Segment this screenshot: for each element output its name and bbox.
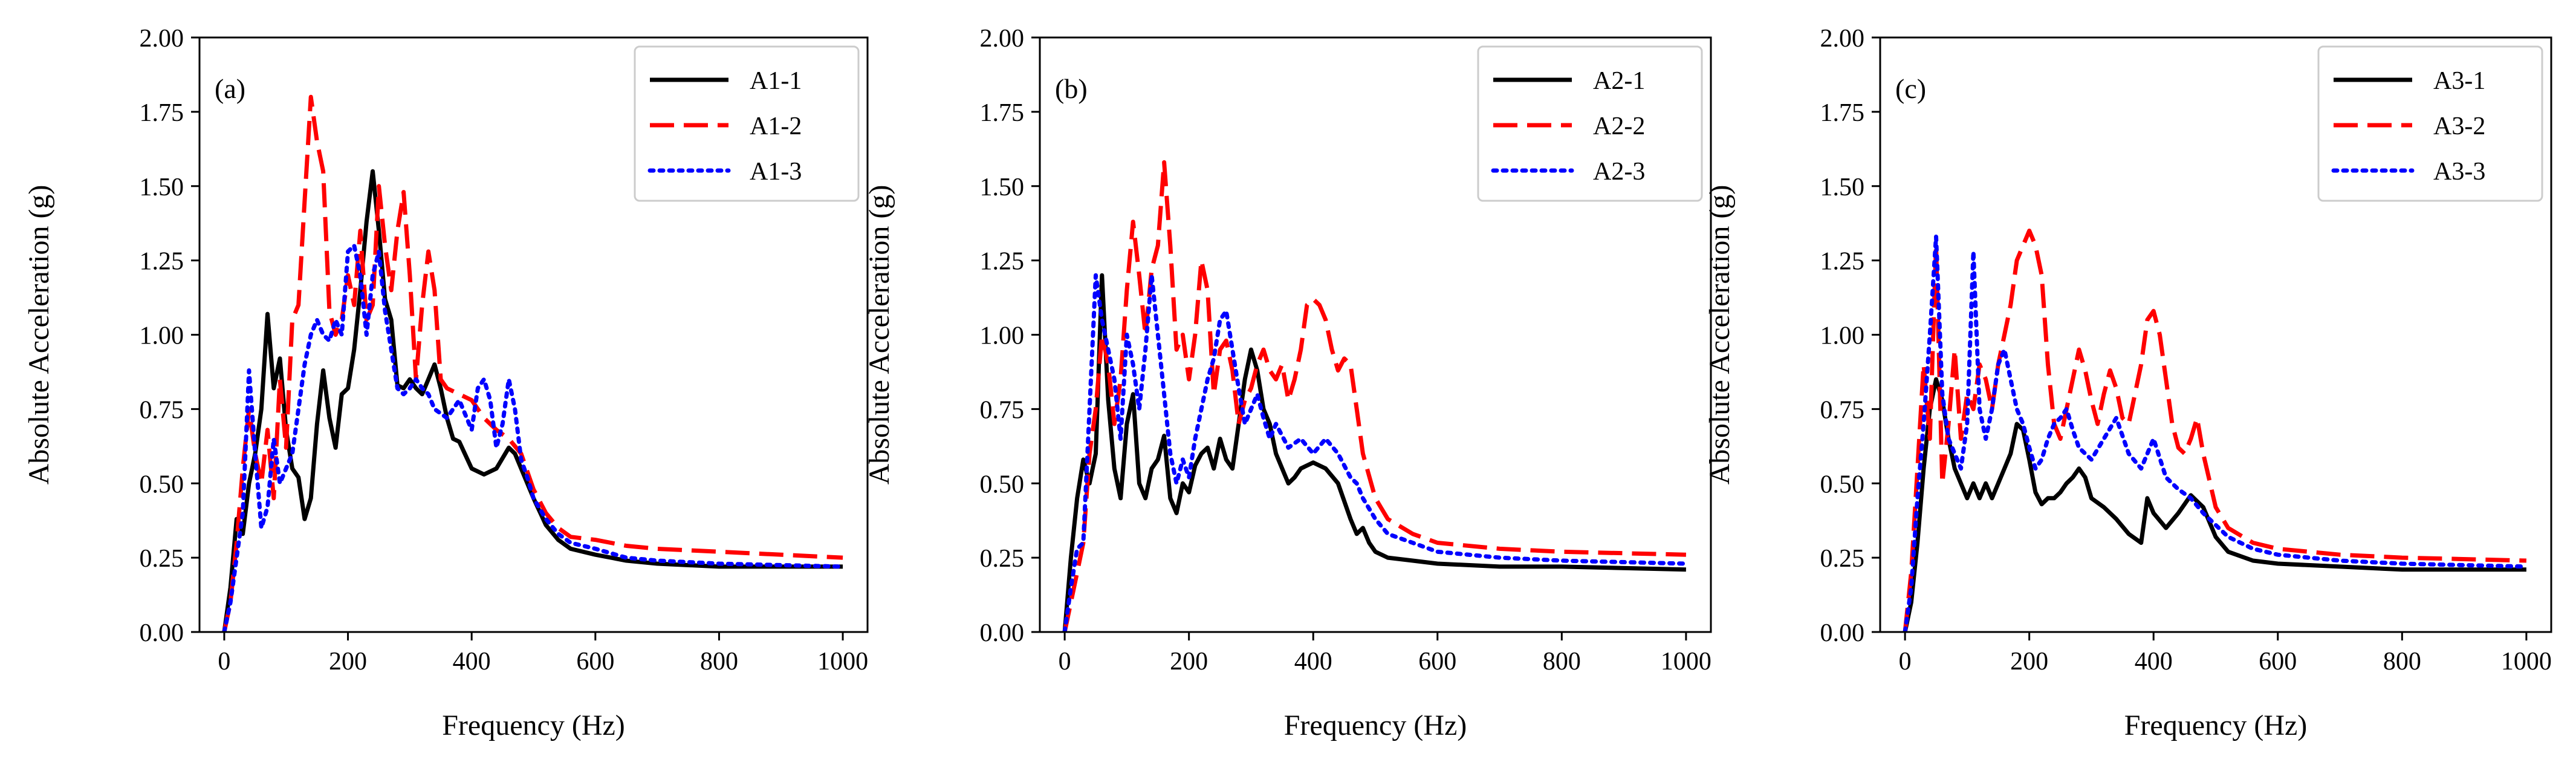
x-tick-label: 0 — [218, 648, 230, 676]
x-tick-label: 0 — [1059, 648, 1071, 676]
series-line-a2-1 — [1062, 273, 1686, 632]
legend-label: A2-2 — [1593, 112, 1645, 140]
y-tick-label: 1.00 — [140, 322, 184, 350]
legend: A2-1 A2-2 A2-3 — [1477, 45, 1703, 202]
x-tick-label: 600 — [1418, 648, 1456, 676]
series-line-a3-1 — [1903, 377, 2526, 632]
legend-box — [1477, 45, 1703, 202]
y-tick-label: 0.75 — [140, 396, 184, 424]
y-tick-label: 1.00 — [1820, 322, 1865, 350]
y-axis-title: Absolute Acceleration (g) — [1704, 185, 1736, 485]
series-line-a3-3 — [1903, 234, 2529, 632]
legend: A1-1 A1-2 A1-3 — [634, 45, 860, 202]
legend-label: A3-1 — [2433, 67, 2485, 95]
x-axis-title: Frequency (Hz) — [1284, 709, 1467, 741]
y-tick-label: 0.75 — [1820, 396, 1865, 424]
y-tick-label: 1.50 — [1820, 174, 1865, 201]
legend-label: A2-3 — [1593, 158, 1645, 186]
y-tick-label: 1.00 — [980, 322, 1025, 350]
y-tick-label: 1.25 — [980, 248, 1025, 276]
x-tick-label: 600 — [576, 648, 614, 676]
legend-box — [634, 45, 860, 202]
x-tick-label: 1000 — [817, 648, 868, 676]
series-group — [1903, 229, 2529, 632]
x-tick-label: 800 — [2383, 648, 2421, 676]
series-line-a3-2 — [1903, 229, 2526, 632]
series-line-a1-3 — [222, 243, 845, 632]
y-tick-label: 0.50 — [1820, 471, 1865, 498]
legend: A3-1 A3-2 A3-3 — [2317, 45, 2543, 202]
y-tick-label: 2.00 — [140, 25, 184, 53]
panel-label: (b) — [1055, 73, 1088, 104]
y-tick-label: 2.00 — [1820, 25, 1865, 53]
panel-b: 0 200 400 600 800 1000 0.00 0.25 0.50 0.75 1.00 1.2… — [863, 25, 1712, 741]
x-tick-label: 600 — [2259, 648, 2297, 676]
legend-box — [2317, 45, 2543, 202]
y-tick-label: 0.25 — [140, 545, 184, 573]
y-tick-label: 0.00 — [140, 619, 184, 647]
y-tick-label: 0.50 — [980, 471, 1025, 498]
panel-a: 0 200 400 600 800 1000 0.00 0.25 0.50 0.75 1.00 1.2… — [23, 25, 869, 741]
legend-label: A3-2 — [2433, 112, 2485, 140]
y-tick-label: 0.00 — [980, 619, 1025, 647]
series-line-a1-1 — [222, 169, 843, 632]
x-tick-label: 200 — [329, 648, 367, 676]
series-group — [1062, 160, 1689, 632]
x-tick-label: 400 — [1294, 648, 1332, 676]
legend-label: A1-2 — [750, 112, 802, 140]
y-tick-label: 0.25 — [1820, 545, 1865, 573]
y-tick-label: 1.50 — [140, 174, 184, 201]
y-tick-label: 0.00 — [1820, 619, 1865, 647]
panel-label: (c) — [1895, 73, 1926, 104]
y-tick-label: 0.75 — [980, 396, 1025, 424]
legend-label: A3-3 — [2433, 158, 2485, 186]
y-axis-title: Absolute Acceleration (g) — [863, 185, 895, 485]
legend-label: A1-3 — [750, 158, 802, 186]
x-tick-label: 1000 — [1661, 648, 1711, 676]
y-tick-label: 1.25 — [1820, 248, 1865, 276]
y-tick-label: 0.25 — [980, 545, 1025, 573]
panel-label: (a) — [215, 73, 245, 104]
y-axis-title: Absolute Acceleration (g) — [23, 185, 55, 485]
y-tick-label: 2.00 — [980, 25, 1025, 53]
series-line-a2-2 — [1062, 160, 1686, 632]
series-line-a2-3 — [1062, 273, 1689, 632]
x-axis-title: Frequency (Hz) — [442, 709, 625, 741]
x-tick-label: 200 — [2010, 648, 2048, 676]
panel-c: 0 200 400 600 800 1000 0.00 0.25 0.50 0.75 1.00 1.2… — [1704, 25, 2552, 741]
x-tick-label: 800 — [1543, 648, 1581, 676]
y-tick-label: 1.25 — [140, 248, 184, 276]
y-tick-label: 1.50 — [980, 174, 1025, 201]
series-group — [222, 94, 845, 632]
series-line-a1-2 — [222, 94, 843, 632]
y-tick-label: 1.75 — [140, 99, 184, 127]
x-tick-label: 400 — [2135, 648, 2173, 676]
x-tick-label: 200 — [1170, 648, 1208, 676]
x-tick-label: 1000 — [2501, 648, 2552, 676]
y-tick-label: 1.75 — [1820, 99, 1865, 127]
y-tick-label: 0.50 — [140, 471, 184, 498]
legend-label: A2-1 — [1593, 67, 1645, 95]
y-tick-label: 1.75 — [980, 99, 1025, 127]
x-axis-title: Frequency (Hz) — [2124, 709, 2308, 741]
x-tick-label: 0 — [1899, 648, 1912, 676]
x-tick-label: 800 — [700, 648, 738, 676]
x-tick-label: 400 — [453, 648, 491, 676]
legend-label: A1-1 — [750, 67, 802, 95]
